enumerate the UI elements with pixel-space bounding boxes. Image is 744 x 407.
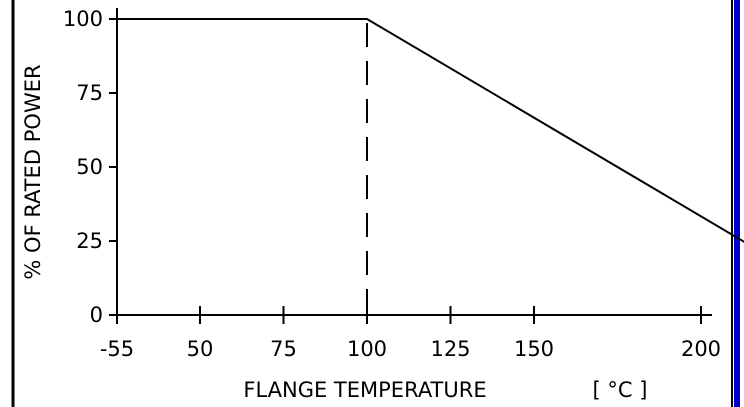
x-tick-label: 200 [681, 337, 721, 361]
y-axis-title: % OF RATED POWER [21, 64, 45, 279]
x-tick-label: 50 [187, 337, 214, 361]
y-tick-label: 50 [76, 155, 103, 179]
x-tick-label: 75 [270, 337, 297, 361]
y-ticks: 0 25 50 75 100 [63, 7, 117, 327]
y-tick-label: 100 [63, 7, 103, 31]
x-tick-label: 100 [347, 337, 387, 361]
x-tick-label: -55 [100, 337, 134, 361]
y-tick-label: 0 [90, 303, 103, 327]
x-axis-unit: [ °C ] [593, 378, 648, 402]
x-tick-label: 125 [430, 337, 470, 361]
derating-curve [117, 18, 744, 243]
x-tick-label: 150 [514, 337, 554, 361]
y-tick-label: 75 [76, 81, 103, 105]
y-tick-label: 25 [76, 229, 103, 253]
x-ticks: -555075100125150200250 [100, 306, 721, 361]
x-axis-title: FLANGE TEMPERATURE [243, 378, 486, 402]
